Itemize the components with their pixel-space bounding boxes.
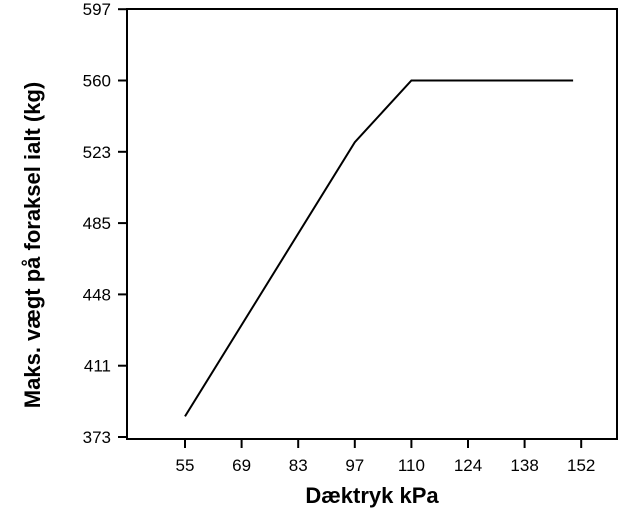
y-tick-label: 411 [84, 357, 111, 376]
x-tick-label: 69 [232, 456, 251, 475]
plot-frame [126, 8, 618, 440]
y-axis-title: Maks. vægt på foraksel ialt (kg) [20, 82, 45, 408]
x-tick-label: 97 [345, 456, 364, 475]
x-tick-label: 83 [289, 456, 308, 475]
y-tick-label: 597 [83, 0, 111, 19]
x-tick-label: 110 [398, 456, 425, 475]
y-tick-label: 560 [83, 72, 111, 91]
y-tick-label: 485 [83, 214, 111, 233]
y-tick-label: 448 [83, 285, 111, 304]
x-axis-title: Dæktryk kPa [305, 483, 439, 508]
y-tick-label: 523 [83, 143, 111, 162]
x-tick-label: 138 [510, 456, 538, 475]
y-tick-label: 373 [83, 428, 111, 447]
x-tick-label: 55 [176, 456, 195, 475]
x-tick-label: 124 [454, 456, 482, 475]
y-axis-ticks: 373 411 448 485 523 560 597 [83, 0, 127, 447]
series-line [184, 79, 574, 417]
x-tick-label: 152 [567, 456, 595, 475]
x-axis-ticks: 55 69 83 97 110 124 138 152 [176, 439, 595, 475]
